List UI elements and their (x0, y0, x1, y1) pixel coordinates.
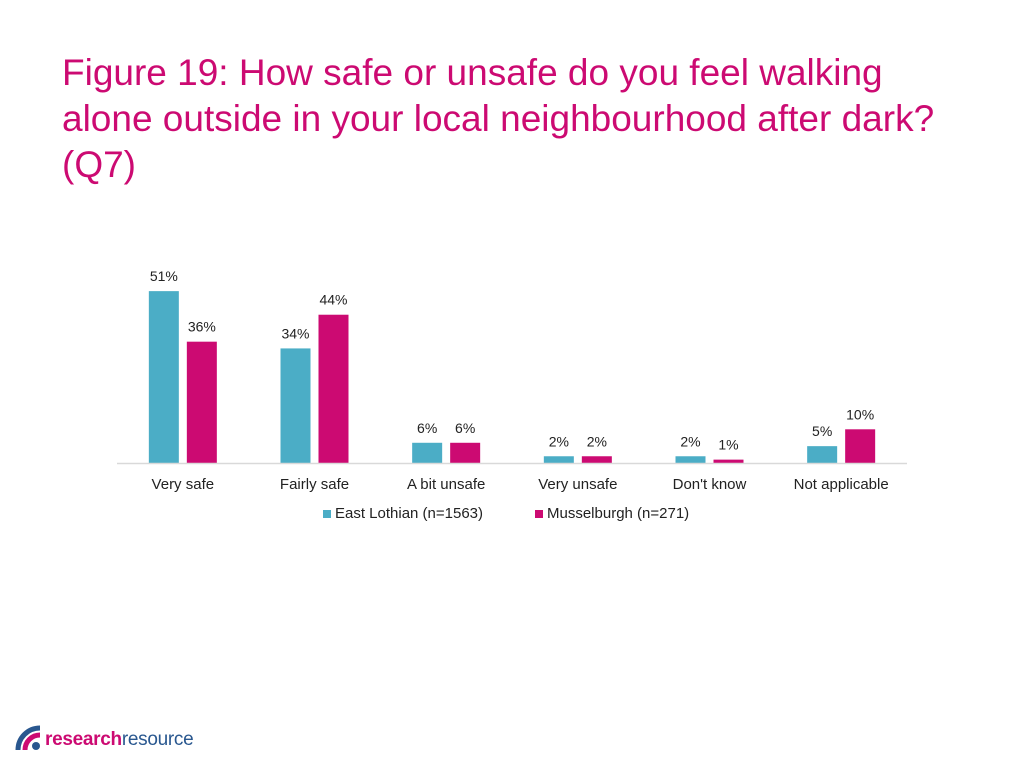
legend-swatch-series-2 (535, 510, 543, 518)
legend-label-series-1: East Lothian (n=1563) (335, 505, 483, 522)
bar-fairly-safe-series-2 (318, 314, 349, 463)
bar-very-safe-series-1 (148, 291, 179, 463)
bar-not-applicable-series-2 (845, 429, 876, 463)
data-label-fairly-safe-series-1: 34% (281, 325, 309, 341)
bar-very-safe-series-2 (186, 341, 217, 463)
data-label-not-applicable-series-1: 5% (812, 423, 832, 439)
data-label-very-safe-series-2: 36% (188, 319, 216, 335)
logo-icon (15, 725, 41, 751)
x-tick-label-very-safe: Very safe (152, 476, 215, 493)
logo-wordmark: researchresource (45, 729, 194, 751)
bar-a-bit-unsafe-series-2 (450, 442, 481, 463)
chart-title: Figure 19: How safe or unsafe do you fee… (62, 52, 935, 185)
x-tick-label-don-t-know: Don't know (673, 476, 747, 493)
bar-don-t-know-series-2 (713, 459, 744, 463)
data-label-don-t-know-series-1: 2% (680, 433, 700, 449)
x-tick-label-very-unsafe: Very unsafe (538, 476, 617, 493)
legend-swatch-series-1 (323, 510, 331, 518)
bar-very-unsafe-series-2 (581, 456, 612, 463)
data-label-very-safe-series-1: 51% (150, 268, 178, 284)
x-tick-label-not-applicable: Not applicable (794, 476, 889, 493)
data-label-fairly-safe-series-2: 44% (319, 292, 347, 308)
logo-text-resource: resource (121, 729, 194, 750)
x-tick-label-fairly-safe: Fairly safe (280, 476, 349, 493)
data-label-don-t-know-series-2: 1% (718, 437, 738, 453)
research-resource-logo: researchresource (14, 718, 214, 758)
bar-fairly-safe-series-1 (280, 348, 311, 463)
data-label-a-bit-unsafe-series-1: 6% (417, 420, 437, 436)
x-tick-label-a-bit-unsafe: A bit unsafe (407, 476, 485, 493)
logo-text-research: research (45, 729, 122, 750)
data-label-a-bit-unsafe-series-2: 6% (455, 420, 475, 436)
legend-label-series-2: Musselburgh (n=271) (547, 505, 689, 522)
bar-not-applicable-series-1 (807, 446, 838, 463)
data-label-not-applicable-series-2: 10% (846, 406, 874, 422)
bar-don-t-know-series-1 (675, 456, 706, 463)
bar-very-unsafe-series-1 (543, 456, 574, 463)
bar-chart: 51% 36% Very safe 34% 44% Fairly safe 6% 6% A bi… (117, 268, 907, 522)
bar-a-bit-unsafe-series-1 (412, 442, 443, 463)
data-label-very-unsafe-series-1: 2% (549, 433, 569, 449)
data-label-very-unsafe-series-2: 2% (587, 433, 607, 449)
